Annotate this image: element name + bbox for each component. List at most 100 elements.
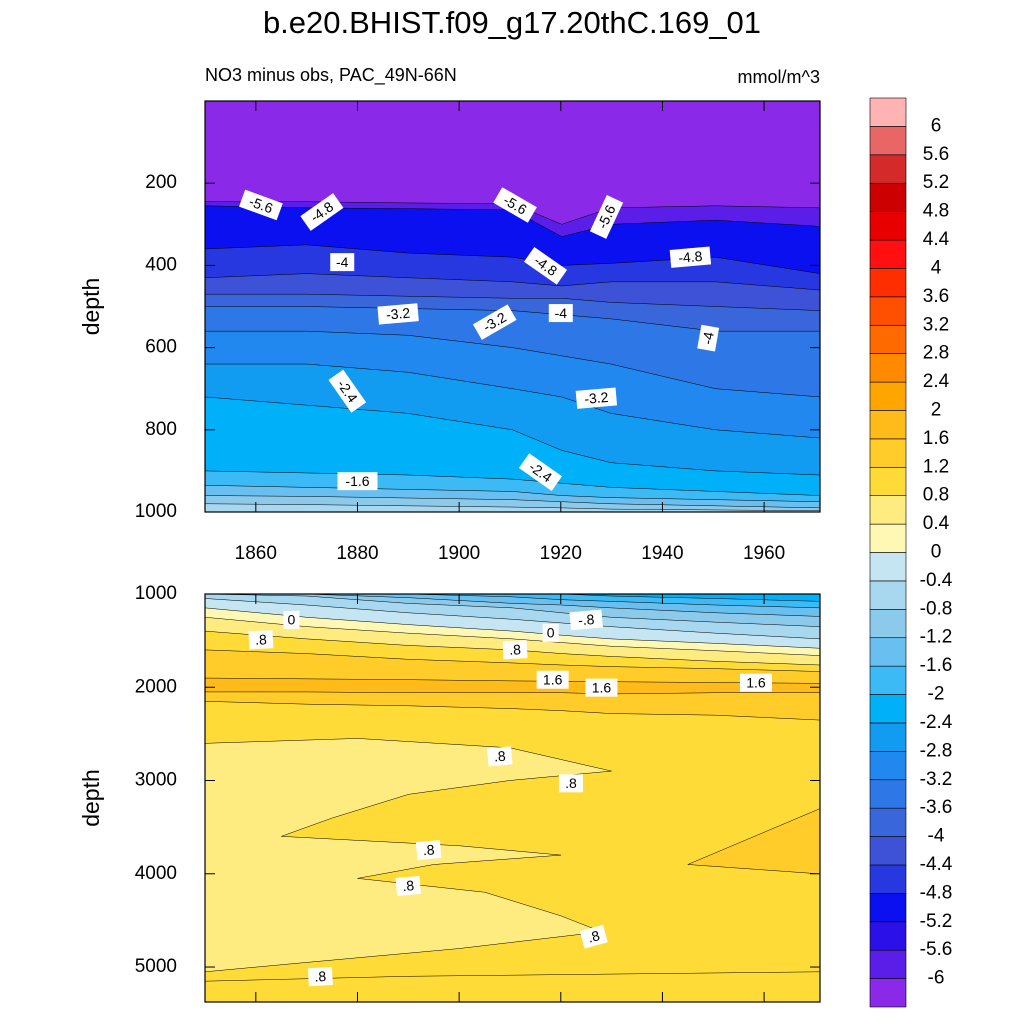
subtitle: NO3 minus obs, PAC_49N-66N — [205, 65, 457, 86]
contour-label: -3.2 — [575, 387, 618, 409]
colorbar-label: 1.6 — [923, 428, 949, 449]
contour-label: -4.8 — [669, 246, 712, 268]
colorbar-label: 3.2 — [923, 314, 949, 335]
contour-label: .8 — [558, 774, 583, 793]
colorbar-box — [869, 552, 907, 582]
contour-label-box — [697, 324, 720, 352]
contour-label-text: -4 — [336, 254, 349, 270]
x-tick-label: 1900 — [438, 543, 480, 564]
colorbar-label: -3.2 — [920, 769, 953, 790]
colorbar-label: 0.8 — [923, 485, 949, 506]
contour-label-box — [337, 472, 378, 491]
contour-label: .8 — [415, 840, 442, 861]
contour-label-text: 1.6 — [746, 674, 766, 690]
y-tick-label: 3000 — [135, 770, 177, 791]
contour-label: 1.6 — [536, 670, 569, 689]
contour-label-box — [669, 246, 712, 268]
colorbar-box — [869, 438, 907, 468]
contour-label-box — [307, 967, 333, 987]
colorbar-label: 4.4 — [923, 229, 950, 250]
contour-label: .8 — [487, 746, 513, 767]
contour-band — [205, 738, 612, 973]
contour-label-box — [739, 673, 772, 692]
colorbar-label: -3.6 — [920, 797, 953, 818]
contour-label: -3.2 — [377, 303, 419, 325]
contour-label-text: .8 — [493, 748, 506, 765]
contour-label-text: -4 — [555, 305, 568, 321]
contour-label-box — [239, 189, 283, 221]
colorbar-label: -6 — [928, 968, 945, 989]
colorbar-label: 2.4 — [923, 371, 950, 392]
colorbar-box — [869, 836, 907, 866]
contour-label-box — [569, 609, 603, 631]
contour-label-text: -1.6 — [345, 473, 369, 489]
colorbar-box — [869, 893, 907, 923]
x-tick-label: 1920 — [540, 543, 582, 564]
contour-label-text: -.8 — [577, 611, 595, 628]
colorbar-label: 6 — [931, 115, 942, 136]
colorbar-label: -5.6 — [920, 939, 953, 960]
colorbar-label: -2.8 — [920, 740, 953, 761]
colorbar-label: -2.4 — [920, 712, 953, 733]
y-tick-label: 1000 — [135, 583, 177, 604]
contour-label: 0 — [283, 610, 300, 629]
contour-label-box — [542, 623, 559, 642]
contour-label-box — [493, 187, 537, 223]
colorbar-label: -2 — [928, 684, 945, 705]
y-tick-label: 200 — [145, 172, 177, 193]
contour-label-text: -3.2 — [584, 389, 610, 407]
contour-label: -.8 — [569, 609, 603, 631]
contour-label-text: .8 — [314, 968, 327, 985]
contour-label: -1.6 — [337, 472, 378, 491]
y-tick-label: 4000 — [135, 863, 177, 884]
contour-label: -4 — [548, 304, 573, 323]
contour-band — [687, 808, 820, 875]
colorbar-box — [869, 126, 907, 156]
contour-label-box — [523, 246, 568, 285]
contour-label-text: .8 — [402, 877, 415, 894]
contour-label-text: 0 — [288, 612, 296, 628]
y-tick-label: 800 — [145, 419, 177, 440]
colorbar-box — [869, 694, 907, 724]
colorbar-box — [869, 239, 907, 269]
colorbar-box — [869, 921, 907, 951]
colorbar-label: 4.8 — [923, 201, 949, 222]
contour-label: -5.6 — [239, 189, 283, 221]
colorbar-box — [869, 381, 907, 411]
contour-band — [205, 503, 820, 512]
colorbar-box — [869, 324, 907, 354]
contour-label-box — [328, 369, 367, 413]
contour-label: -4 — [330, 253, 355, 272]
contour-label-box — [548, 304, 573, 323]
colorbar-box — [869, 609, 907, 639]
colorbar-box — [869, 949, 907, 979]
y-tick-label: 1000 — [135, 501, 177, 522]
colorbar-box — [869, 495, 907, 525]
y-axis-label: depth — [78, 278, 104, 336]
y-tick-label: 2000 — [135, 676, 177, 697]
contour-label-box — [248, 630, 274, 650]
colorbar-box — [869, 779, 907, 809]
colorbar-box — [869, 466, 907, 496]
contour-band — [205, 971, 820, 1002]
contour-label-box — [377, 303, 419, 325]
contour-label-box — [487, 746, 513, 767]
contour-label-text: .8 — [565, 775, 577, 791]
units: mmol/m^3 — [738, 67, 820, 87]
contour-label-text: .8 — [586, 927, 602, 946]
contour-label: 0 — [542, 623, 559, 642]
contour-label-box — [558, 774, 583, 793]
colorbar-box — [869, 978, 907, 1008]
colorbar-box — [869, 807, 907, 837]
colorbar-label: -1.6 — [920, 655, 953, 676]
contour-label-box — [283, 610, 300, 629]
colorbar-label: 3.6 — [923, 286, 949, 307]
contour-label-box — [330, 253, 355, 272]
contour-label: 1.6 — [739, 673, 772, 692]
x-tick-label: 1940 — [641, 543, 683, 564]
chart-title: b.e20.BHIST.f09_g17.20thC.169_01 — [263, 5, 761, 40]
colorbar-box — [869, 182, 907, 212]
contour-label-box — [415, 840, 442, 861]
